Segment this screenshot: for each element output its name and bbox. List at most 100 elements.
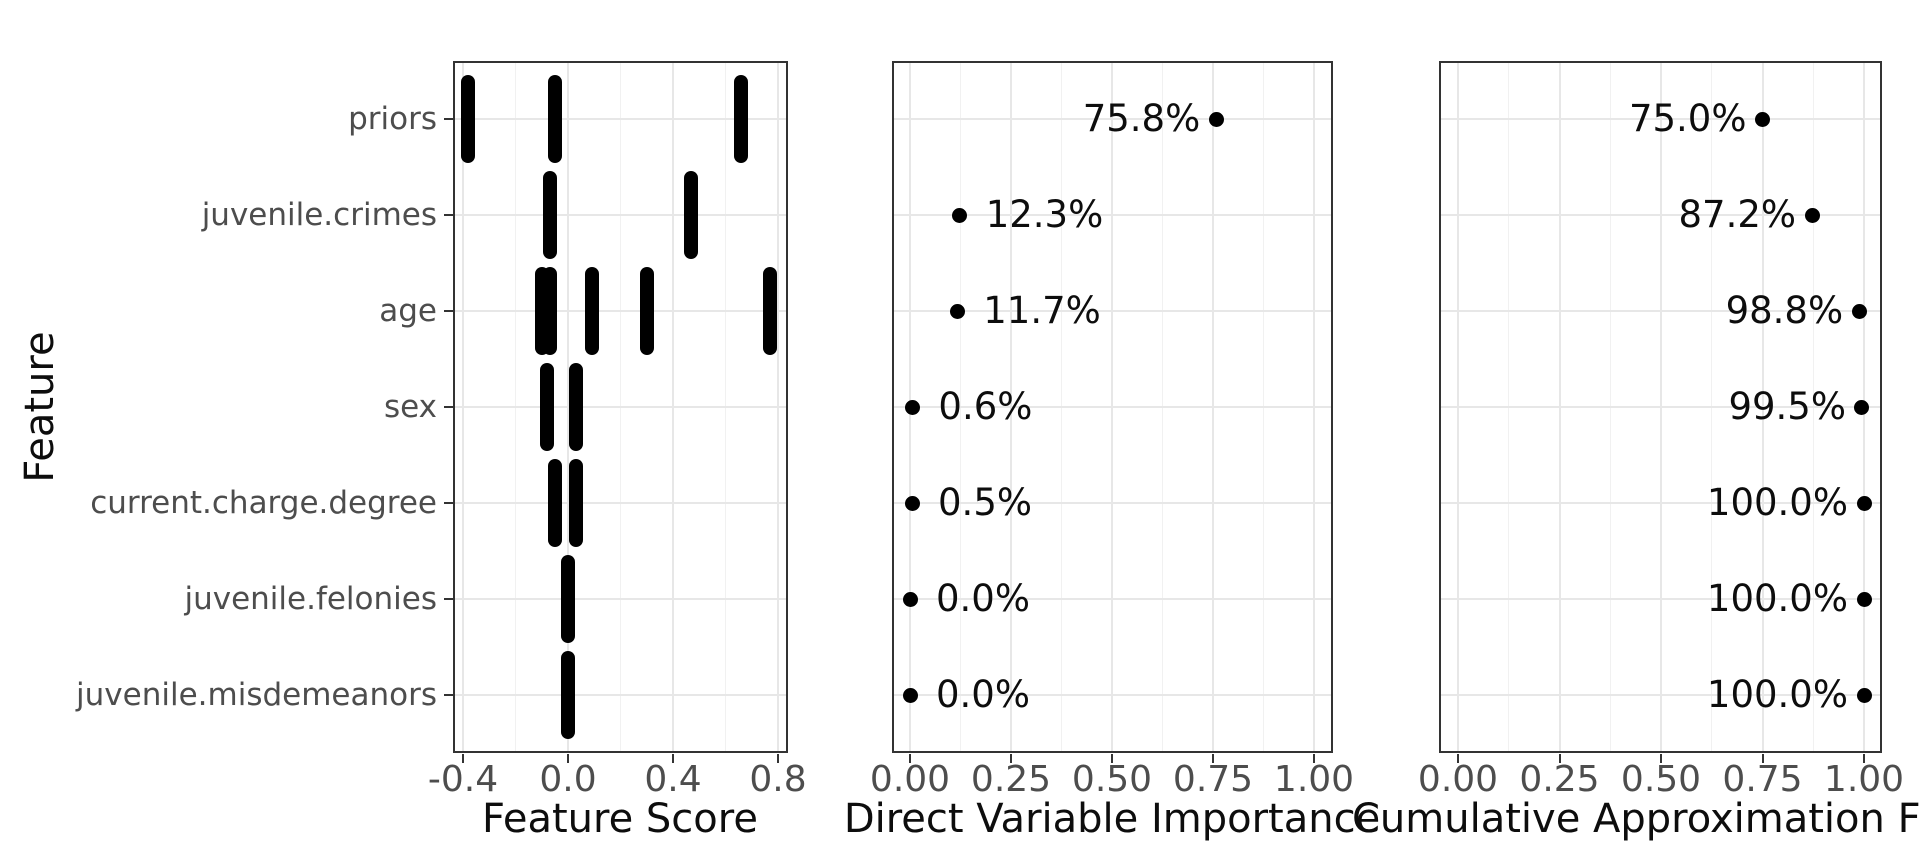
grid-line-major-horizontal xyxy=(453,598,788,600)
x-tick-mark xyxy=(1212,754,1214,763)
y-tick-mark xyxy=(444,598,453,600)
x-tick-label: 1.00 xyxy=(1273,759,1355,800)
data-point-label: 0.0% xyxy=(936,577,1030,620)
data-point xyxy=(904,495,920,511)
x-tick-label: -0.4 xyxy=(427,759,499,800)
y-tick-mark xyxy=(444,502,453,504)
score-segment-juvenile-crimes xyxy=(684,171,699,259)
data-point xyxy=(1856,687,1872,703)
y-tick-mark xyxy=(444,214,453,216)
data-point xyxy=(1804,207,1820,223)
grid-line-major-horizontal xyxy=(892,310,1333,312)
x-tick-label: 0.4 xyxy=(644,759,702,800)
data-point-label: 12.3% xyxy=(985,193,1104,236)
data-point xyxy=(1856,495,1872,511)
data-point xyxy=(1856,591,1872,607)
score-segment-juvenile-misdemeanors xyxy=(561,651,575,739)
x-tick-label: 0.0 xyxy=(539,759,597,800)
data-point-label: 87.2% xyxy=(1678,193,1797,236)
data-point-label: 0.5% xyxy=(938,481,1033,524)
data-point-label: 75.0% xyxy=(1628,97,1747,140)
grid-line-major-horizontal xyxy=(453,214,788,216)
x-tick-label: 0.8 xyxy=(749,759,807,800)
grid-line-major-horizontal xyxy=(1439,406,1882,408)
y-tick-label-current-charge-degree: current.charge.degree xyxy=(90,485,437,521)
y-tick-label-priors: priors xyxy=(348,101,437,137)
x-tick-mark xyxy=(672,754,674,763)
x-tick-mark xyxy=(909,754,911,763)
data-point xyxy=(1208,111,1224,127)
score-segment-priors xyxy=(461,75,476,163)
score-segment-age xyxy=(639,267,654,355)
y-tick-mark xyxy=(444,310,453,312)
x-tick-mark xyxy=(1558,754,1561,763)
data-point-label: 0.0% xyxy=(936,673,1030,716)
score-segment-juvenile-felonies xyxy=(561,555,575,643)
grid-line-major-horizontal xyxy=(453,118,788,120)
x-tick-mark xyxy=(567,754,569,763)
x-axis-title-cumulative-approximation: Cumulative Approximation F xyxy=(1352,796,1920,842)
data-point xyxy=(1755,111,1770,127)
x-tick-label: 1.00 xyxy=(1823,759,1905,800)
grid-line-major-horizontal xyxy=(453,406,788,408)
data-point-label: 100.0% xyxy=(1706,481,1848,524)
score-segment-current-charge-degree xyxy=(568,459,583,547)
x-axis-title-direct-variable-importance: Direct Variable Importance xyxy=(843,796,1381,842)
panel-cumulative-approximation xyxy=(1439,61,1882,753)
x-tick-label: 0.00 xyxy=(1417,759,1499,800)
data-point xyxy=(952,207,968,223)
x-tick-mark xyxy=(1660,754,1662,763)
grid-line-major-horizontal xyxy=(892,406,1333,408)
data-point-label: 100.0% xyxy=(1706,577,1848,620)
grid-line-major-horizontal xyxy=(892,694,1333,696)
x-tick-mark xyxy=(1863,754,1865,763)
score-segment-priors xyxy=(734,75,749,163)
grid-line-major-horizontal xyxy=(892,118,1333,120)
data-point-label: 100.0% xyxy=(1706,673,1848,716)
score-segment-age xyxy=(763,267,778,355)
x-tick-mark xyxy=(1761,754,1764,763)
data-point-label: 11.7% xyxy=(983,289,1101,332)
y-tick-label-age: age xyxy=(379,293,437,329)
data-point xyxy=(949,303,965,319)
x-tick-mark xyxy=(1457,754,1459,763)
score-segment-priors xyxy=(547,75,562,163)
grid-line-major-horizontal xyxy=(892,502,1333,504)
score-segment-age xyxy=(542,267,557,355)
y-tick-label-juvenile-felonies: juvenile.felonies xyxy=(184,581,437,617)
x-tick-mark xyxy=(1111,754,1113,763)
x-axis-title-feature-score: Feature Score xyxy=(482,796,758,842)
x-tick-mark xyxy=(777,754,779,763)
data-point xyxy=(1854,399,1870,415)
panel-direct-variable-importance xyxy=(892,61,1333,753)
grid-line-major-horizontal xyxy=(1439,502,1882,504)
x-tick-mark xyxy=(1010,754,1012,763)
x-tick-label: 0.00 xyxy=(869,759,951,800)
y-tick-mark xyxy=(444,118,453,120)
data-point-label: 75.8% xyxy=(1082,97,1201,140)
score-segment-age xyxy=(584,267,599,355)
x-tick-mark xyxy=(1313,754,1315,763)
grid-line-major-horizontal xyxy=(453,502,788,504)
data-point-label: 99.5% xyxy=(1728,385,1846,428)
data-point-label: 98.8% xyxy=(1725,289,1844,332)
grid-line-major-horizontal xyxy=(1439,598,1882,600)
x-tick-label: 0.50 xyxy=(1620,759,1702,800)
grid-line-major-horizontal xyxy=(1439,118,1882,120)
data-point xyxy=(1851,303,1867,319)
y-tick-label-juvenile-crimes: juvenile.crimes xyxy=(201,197,437,233)
x-tick-label: 0.75 xyxy=(1722,759,1803,800)
score-segment-current-charge-degree xyxy=(547,459,562,547)
score-segment-sex xyxy=(568,363,583,451)
data-point xyxy=(904,399,920,415)
y-tick-mark xyxy=(444,694,453,696)
data-point-label: 0.6% xyxy=(938,385,1033,428)
grid-line-major-horizontal xyxy=(892,598,1333,600)
y-tick-mark xyxy=(444,406,453,408)
score-segment-juvenile-crimes xyxy=(542,171,557,259)
grid-line-major-horizontal xyxy=(1439,214,1882,216)
x-tick-mark xyxy=(462,754,464,763)
grid-line-major-horizontal xyxy=(453,694,788,696)
data-point xyxy=(902,591,918,607)
x-tick-label: 0.50 xyxy=(1071,759,1153,800)
